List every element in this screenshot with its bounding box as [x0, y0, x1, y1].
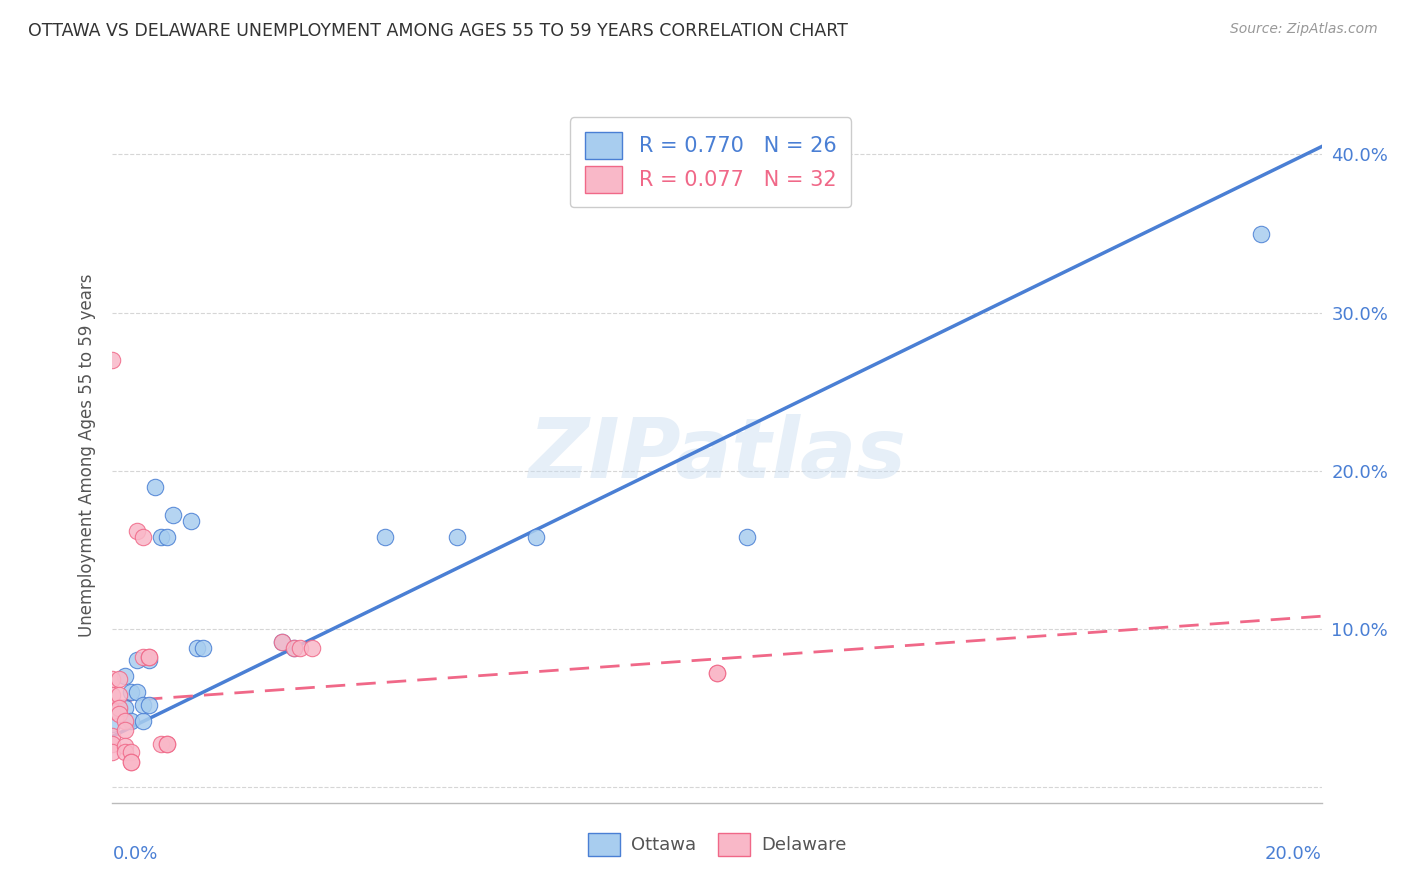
Point [156, 737, 179, 751]
Point [374, 530, 396, 544]
Point [125, 524, 148, 538]
Point [283, 640, 305, 655]
Point [101, 716, 124, 731]
Point [186, 640, 208, 655]
Point [706, 666, 728, 681]
Point [138, 650, 160, 665]
Point [270, 634, 292, 648]
Point [114, 723, 136, 737]
Point [138, 698, 160, 712]
Text: 20.0%: 20.0% [1265, 845, 1322, 863]
Point [101, 688, 124, 702]
Point [120, 755, 142, 769]
Point [132, 530, 155, 544]
Point [301, 640, 323, 655]
Point [180, 514, 202, 528]
Text: ZIPatlas: ZIPatlas [529, 415, 905, 495]
Point [288, 640, 311, 655]
Point [132, 650, 155, 665]
Point [107, 701, 129, 715]
Point [114, 739, 136, 753]
Point [270, 634, 292, 648]
Point [191, 640, 214, 655]
Point [737, 530, 759, 544]
Point [706, 666, 728, 681]
Point [107, 688, 129, 702]
Point [125, 653, 148, 667]
Point [101, 353, 124, 368]
Point [114, 745, 136, 759]
Point [156, 737, 179, 751]
Point [138, 653, 160, 667]
Point [149, 530, 172, 544]
Text: OTTAWA VS DELAWARE UNEMPLOYMENT AMONG AGES 55 TO 59 YEARS CORRELATION CHART: OTTAWA VS DELAWARE UNEMPLOYMENT AMONG AG… [28, 22, 848, 40]
Point [162, 508, 184, 522]
Legend: Ottawa, Delaware: Ottawa, Delaware [581, 826, 853, 863]
Point [114, 714, 136, 728]
Point [120, 685, 142, 699]
Point [101, 745, 124, 759]
Point [132, 714, 155, 728]
Point [125, 685, 148, 699]
Point [120, 745, 142, 759]
Text: Source: ZipAtlas.com: Source: ZipAtlas.com [1230, 22, 1378, 37]
Point [101, 673, 124, 687]
Point [283, 640, 305, 655]
Point [120, 755, 142, 769]
Point [156, 530, 179, 544]
Point [114, 669, 136, 683]
Point [524, 530, 547, 544]
Point [143, 479, 166, 493]
Point [132, 698, 155, 712]
Point [101, 737, 124, 751]
Point [107, 701, 129, 715]
Point [138, 650, 160, 665]
Point [446, 530, 468, 544]
Y-axis label: Unemployment Among Ages 55 to 59 years: Unemployment Among Ages 55 to 59 years [77, 273, 96, 637]
Point [1250, 227, 1272, 241]
Point [101, 704, 124, 718]
Point [149, 737, 172, 751]
Point [107, 707, 129, 722]
Point [114, 701, 136, 715]
Text: 0.0%: 0.0% [112, 845, 157, 863]
Point [120, 714, 142, 728]
Point [107, 673, 129, 687]
Point [101, 730, 124, 744]
